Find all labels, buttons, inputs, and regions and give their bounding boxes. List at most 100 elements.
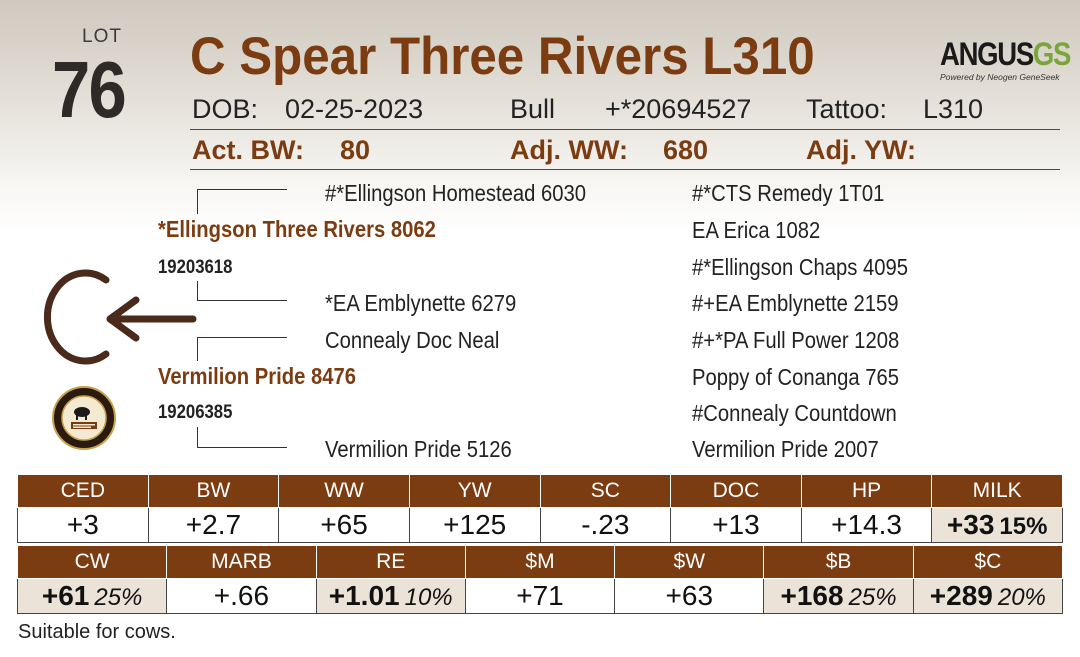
act-bw-label: Act. BW:: [192, 135, 304, 165]
epd-value-row: +61 25% +.66 +1.01 10% +71 +63 +168 25% +28…: [16, 578, 1064, 614]
epd-value-hp: +14.3: [800, 507, 933, 543]
epd-percentile: 20%: [997, 584, 1046, 611]
epd-value: +65: [320, 509, 368, 540]
epd-value-dollar-m: +71: [464, 578, 616, 614]
sire-dam: *EA Emblynette 6279: [325, 290, 517, 316]
epd-value: +125: [443, 509, 507, 540]
epd-value-ced: +3: [17, 507, 149, 543]
third-gen-ancestor: #+EA Emblynette 2159: [692, 290, 899, 316]
sex-value: Bull: [510, 94, 556, 124]
divider-bottom: [190, 169, 1060, 170]
pedigree-line: [197, 189, 198, 214]
pedigree-line: [197, 189, 287, 190]
dam-name: Vermilion Pride 8476: [158, 363, 357, 389]
epd-header-dollar-w: $W: [614, 545, 765, 579]
epd-value: +71: [516, 580, 564, 611]
epd-value-row: +3 +2.7 +65 +125 -.23 +13 +14.3 +33 15%: [17, 507, 1063, 543]
epd-header-cw: CW: [16, 545, 168, 579]
registration-number: +*20694527: [605, 94, 752, 124]
lot-label: LOT: [82, 26, 122, 47]
epd-percentile: 25%: [94, 584, 143, 611]
epd-value-ww: +65: [278, 507, 410, 543]
logo-subtext: Powered by Neogen GeneSeek: [940, 72, 1060, 82]
third-gen-ancestor: #*CTS Remedy 1T01: [692, 180, 885, 206]
third-gen-ancestor: #*Ellingson Chaps 4095: [692, 254, 909, 280]
dob-label: DOB:: [192, 94, 259, 124]
third-gen-ancestor: Poppy of Conanga 765: [692, 364, 900, 390]
epd-header-ced: CED: [17, 474, 149, 508]
third-gen-ancestor: #Connealy Countdown: [692, 400, 897, 426]
epd-value-dollar-b: +168 25%: [763, 578, 914, 614]
epd-value: +61: [41, 580, 90, 611]
dam-dam: Vermilion Pride 5126: [325, 436, 512, 462]
epd-value: +168: [780, 580, 844, 611]
epd-value-cw: +61 25%: [16, 578, 168, 614]
epd-header-dollar-m: $M: [464, 545, 616, 579]
dob-value: 02-25-2023: [285, 94, 424, 124]
epd-header-row: CED BW WW YW SC DOC HP MILK: [17, 474, 1063, 508]
pedigree-line: [197, 300, 287, 301]
epd-value: -.23: [581, 509, 630, 540]
epd-value: +289: [929, 580, 993, 611]
footnote: Suitable for cows.: [18, 621, 176, 643]
adj-yw-label: Adj. YW:: [806, 135, 917, 165]
epd-header-milk: MILK: [931, 474, 1063, 508]
adj-ww-value: 680: [663, 135, 709, 165]
certified-angus-beef-seal-icon: [52, 386, 116, 450]
epd-table-2: CW MARB RE $M $W $B $C +61 25% +.66 +1.01…: [16, 545, 1064, 614]
adj-ww-label: Adj. WW:: [510, 135, 628, 165]
third-gen-ancestor: #+*PA Full Power 1208: [692, 327, 900, 353]
epd-value: +13: [712, 509, 760, 540]
dam-registration: 19206385: [158, 402, 233, 423]
pedigree-line: [197, 281, 198, 300]
pedigree-line: [197, 337, 198, 361]
epd-header-marb: MARB: [166, 545, 317, 579]
epd-value-yw: +125: [408, 507, 541, 543]
epd-header-row: CW MARB RE $M $W $B $C: [16, 545, 1064, 579]
epd-header-re: RE: [315, 545, 466, 579]
epd-header-doc: DOC: [670, 474, 802, 508]
epd-value-marb: +.66: [166, 578, 317, 614]
epd-value: +.66: [213, 580, 270, 611]
epd-value: +63: [665, 580, 714, 611]
epd-value-re: +1.01 10%: [315, 578, 466, 614]
epd-value: +33: [946, 509, 995, 540]
epd-value-bw: +2.7: [147, 507, 280, 543]
epd-value-sc: -.23: [539, 507, 672, 543]
tattoo-label: Tattoo:: [806, 94, 888, 124]
pedigree-line: [197, 447, 287, 448]
epd-value: +2.7: [185, 509, 242, 540]
pedigree-line: [197, 337, 287, 338]
sire-name: *Ellingson Three Rivers 8062: [158, 216, 436, 242]
epd-header-sc: SC: [539, 474, 672, 508]
epd-header-hp: HP: [800, 474, 933, 508]
epd-header-bw: BW: [147, 474, 280, 508]
epd-value-milk: +33 15%: [931, 507, 1063, 543]
sire-registration: 19203618: [158, 257, 233, 278]
divider-top: [190, 129, 1060, 130]
epd-value: +1.01: [328, 580, 400, 611]
brand-c-arrow-icon: [44, 269, 197, 365]
dam-sire: Connealy Doc Neal: [325, 327, 500, 353]
tattoo-value: L310: [923, 94, 984, 124]
act-bw-value: 80: [340, 135, 371, 165]
epd-percentile: 10%: [404, 584, 453, 611]
logo-main-text: ANGUS: [940, 36, 1034, 72]
epd-value-dollar-w: +63: [614, 578, 765, 614]
lot-number: 76: [52, 45, 127, 134]
epd-header-ww: WW: [278, 474, 410, 508]
epd-value-doc: +13: [670, 507, 802, 543]
epd-header-dollar-b: $B: [763, 545, 914, 579]
epd-percentile: 15%: [999, 513, 1048, 540]
pedigree-line: [197, 427, 198, 447]
epd-value-dollar-c: +289 20%: [912, 578, 1064, 614]
epd-header-yw: YW: [408, 474, 541, 508]
sire-sire: #*Ellingson Homestead 6030: [325, 180, 587, 206]
epd-table-1: CED BW WW YW SC DOC HP MILK +3 +2.7 +65 …: [17, 474, 1063, 543]
epd-header-dollar-c: $C: [912, 545, 1064, 579]
angus-gs-logo: ANGUSGS Powered by Neogen GeneSeek: [940, 36, 1071, 82]
logo-accent-text: GS: [1032, 36, 1071, 72]
epd-value: +14.3: [831, 509, 902, 540]
third-gen-ancestor: Vermilion Pride 2007: [692, 436, 879, 462]
third-gen-ancestor: EA Erica 1082: [692, 217, 821, 243]
